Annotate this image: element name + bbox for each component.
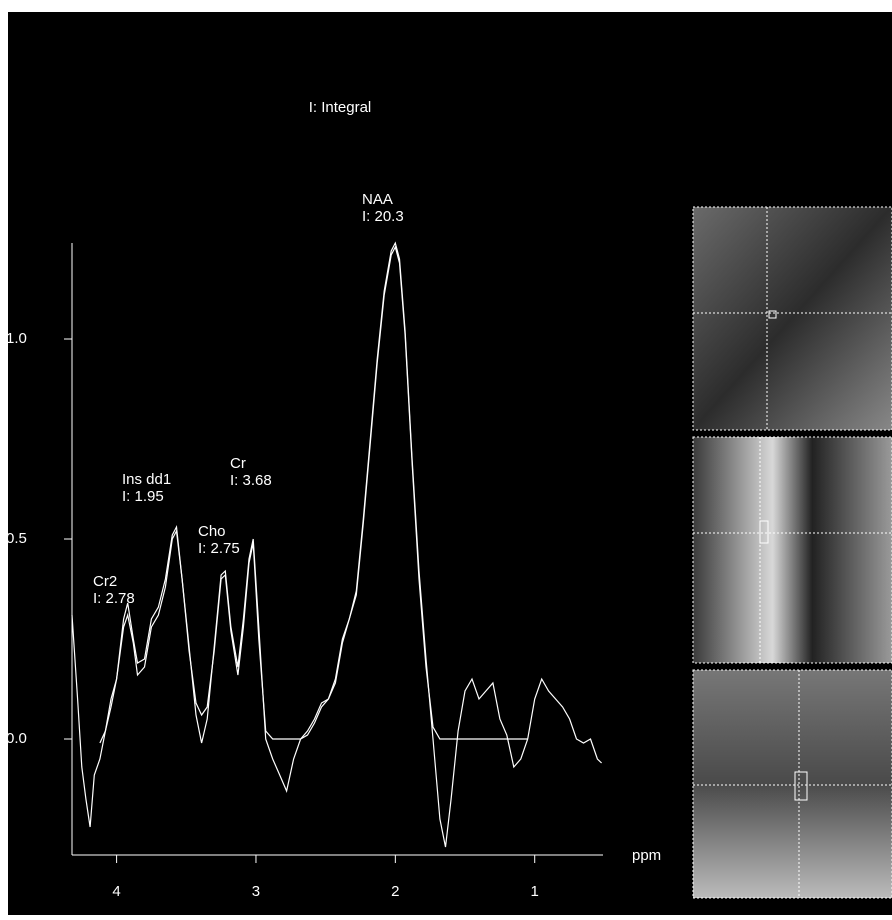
x-axis-label: ppm: [632, 847, 661, 864]
sagittal-image: [693, 670, 892, 898]
y-tick-label: 1.0: [6, 330, 27, 347]
peak-name: Ins dd1: [122, 471, 171, 488]
x-tick-label: 2: [391, 883, 399, 900]
x-tick-label: 1: [531, 883, 539, 900]
subtitle: I: Integral: [309, 99, 372, 116]
peak-integral: I: 2.78: [93, 590, 135, 607]
x-tick-label: 3: [252, 883, 260, 900]
peak-name: Cr: [230, 455, 246, 472]
page: I: Integral ppm 0.0 0.5 1.0 4 3 2 1 NAAI: 20.3 I…: [0, 0, 892, 920]
screen: I: Integral ppm 0.0 0.5 1.0 4 3 2 1 NAAI: 20.3 I…: [0, 0, 892, 915]
axial-image: [693, 207, 892, 430]
peak-integral: I: 3.68: [230, 472, 272, 489]
peak-name: Cho: [198, 523, 226, 540]
peak-name: NAA: [362, 191, 393, 208]
peak-integral: I: 2.75: [198, 540, 240, 557]
y-tick-label: 0.5: [6, 530, 27, 547]
peak-integral: I: 1.95: [122, 488, 164, 505]
image-panels: [693, 207, 892, 898]
peak-name: Cr2: [93, 573, 117, 590]
coronal-image: [693, 437, 892, 663]
y-tick-label: 0.0: [6, 730, 27, 747]
x-tick-label: 4: [112, 883, 120, 900]
peak-integral: I: 20.3: [362, 208, 404, 225]
